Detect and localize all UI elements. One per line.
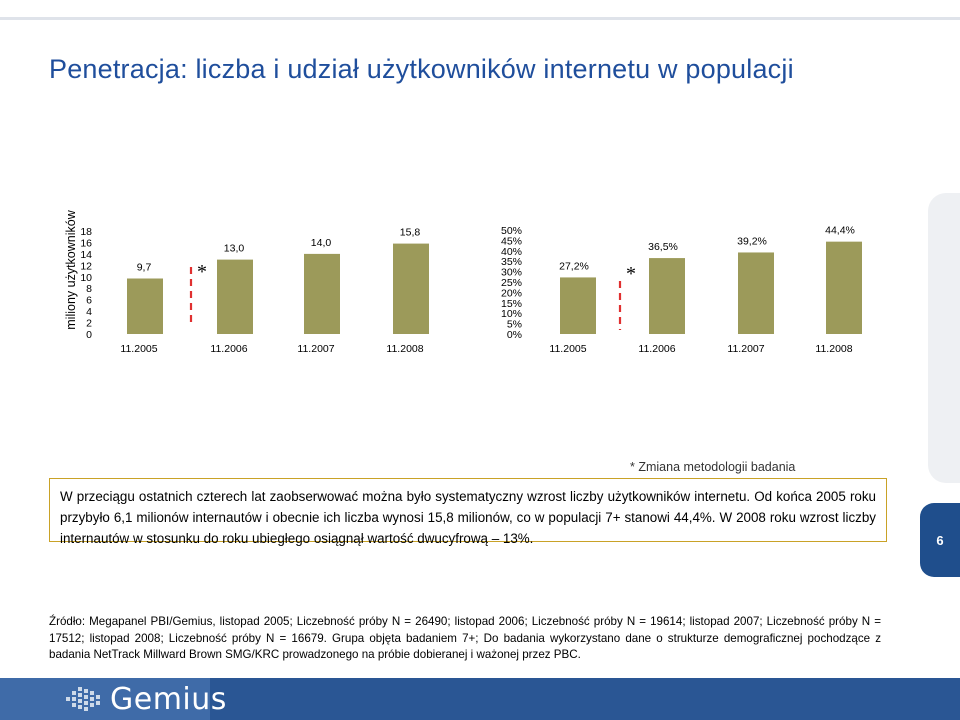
chart2-bar-11.2007 [738,252,774,334]
top-rule [0,17,960,20]
logo-dot [72,697,76,701]
chart2-category-label: 11.2006 [638,343,675,355]
chart1-ytick-label: 0 [86,329,92,341]
chart1-bar-11.2007 [304,253,340,334]
gemius-logo-text: Gemius [110,681,227,717]
logo-dot [96,695,100,699]
chart1-ytick-label: 16 [80,237,92,249]
chart1-bar-11.2005 [127,278,163,334]
logo-dot [78,705,82,709]
chart1-ytick-label: 10 [80,272,92,284]
chart2-ytick-label: 35% [501,256,522,268]
chart2-ytick-label: 40% [501,246,522,258]
chart2-value-label: 36,5% [648,241,678,253]
chart1-ytick-label: 12 [80,260,92,272]
chart2-category-label: 11.2008 [815,343,852,355]
gemius-logo: Gemius [66,681,227,717]
logo-dot [72,703,76,707]
page-number-badge: 6 [920,503,960,577]
chart1-value-label: 15,8 [400,227,421,239]
chart2-ytick-label: 25% [501,277,522,289]
chart2-bar-11.2005 [560,277,596,334]
chart1-value-label: 13,0 [224,243,245,255]
chart2-value-label: 27,2% [559,260,589,272]
logo-dot [78,687,82,691]
chart2-category-label: 11.2007 [727,343,764,355]
chart2-ytick-label: 20% [501,287,522,299]
chart1-bar-11.2006 [217,259,253,334]
chart1-ytick-label: 2 [86,318,92,330]
gemius-logo-icon [66,687,104,711]
logo-dot [90,697,94,701]
chart2-value-label: 44,4% [825,225,855,237]
bottom-bar [0,678,960,720]
summary-box: W przeciągu ostatnich czterech lat zaobs… [49,478,887,546]
logo-dot [72,691,76,695]
chart2-category-label: 11.2005 [549,343,586,355]
logo-dot [84,695,88,699]
methodology-footnote: * Zmiana metodologii badania [630,460,796,474]
bottom-bar-accent [0,678,210,720]
logo-dot [90,691,94,695]
chart2-ytick-label: 30% [501,267,522,279]
chart2-ytick-label: 45% [501,235,522,247]
logo-dot [96,701,100,705]
chart1-ytick-label: 6 [86,295,92,307]
logo-dot [84,701,88,705]
chart1-value-label: 14,0 [311,237,332,249]
chart2-ytick-label: 50% [501,225,522,237]
logo-dot [84,689,88,693]
chart2-methodology-asterisk: * [626,263,636,285]
logo-dot [90,703,94,707]
chart1-category-label: 11.2005 [120,343,157,355]
chart1-value-label: 9,7 [137,261,152,273]
logo-dot [84,707,88,711]
chart1-methodology-asterisk: * [197,261,207,283]
logo-dot [78,699,82,703]
logo-dot [78,693,82,697]
chart2-ytick-label: 10% [501,308,522,320]
source-note: Źródło: Megapanel PBI/Gemius, listopad 2… [49,615,881,661]
chart2-bar-11.2006 [649,258,685,334]
chart2-ytick-label: 5% [507,319,522,331]
chart1-ytick-label: 14 [80,249,92,261]
chart1-ytick-label: 18 [80,226,92,238]
slide-title: Penetracja: liczba i udział użytkowników… [49,54,794,84]
side-tab [928,193,960,483]
chart2-ytick-label: 15% [501,298,522,310]
logo-dot [66,697,70,701]
chart2-bar-11.2008 [826,241,862,334]
chart1-ytick-label: 8 [86,283,92,295]
chart1-category-label: 11.2007 [297,343,334,355]
chart1-category-label: 11.2006 [210,343,247,355]
chart1-bar-11.2008 [393,243,429,334]
chart2-value-label: 39,2% [737,235,767,247]
chart1-category-label: 11.2008 [386,343,423,355]
chart2-ytick-label: 0% [507,329,522,341]
chart1-ytick-label: 4 [86,306,92,318]
